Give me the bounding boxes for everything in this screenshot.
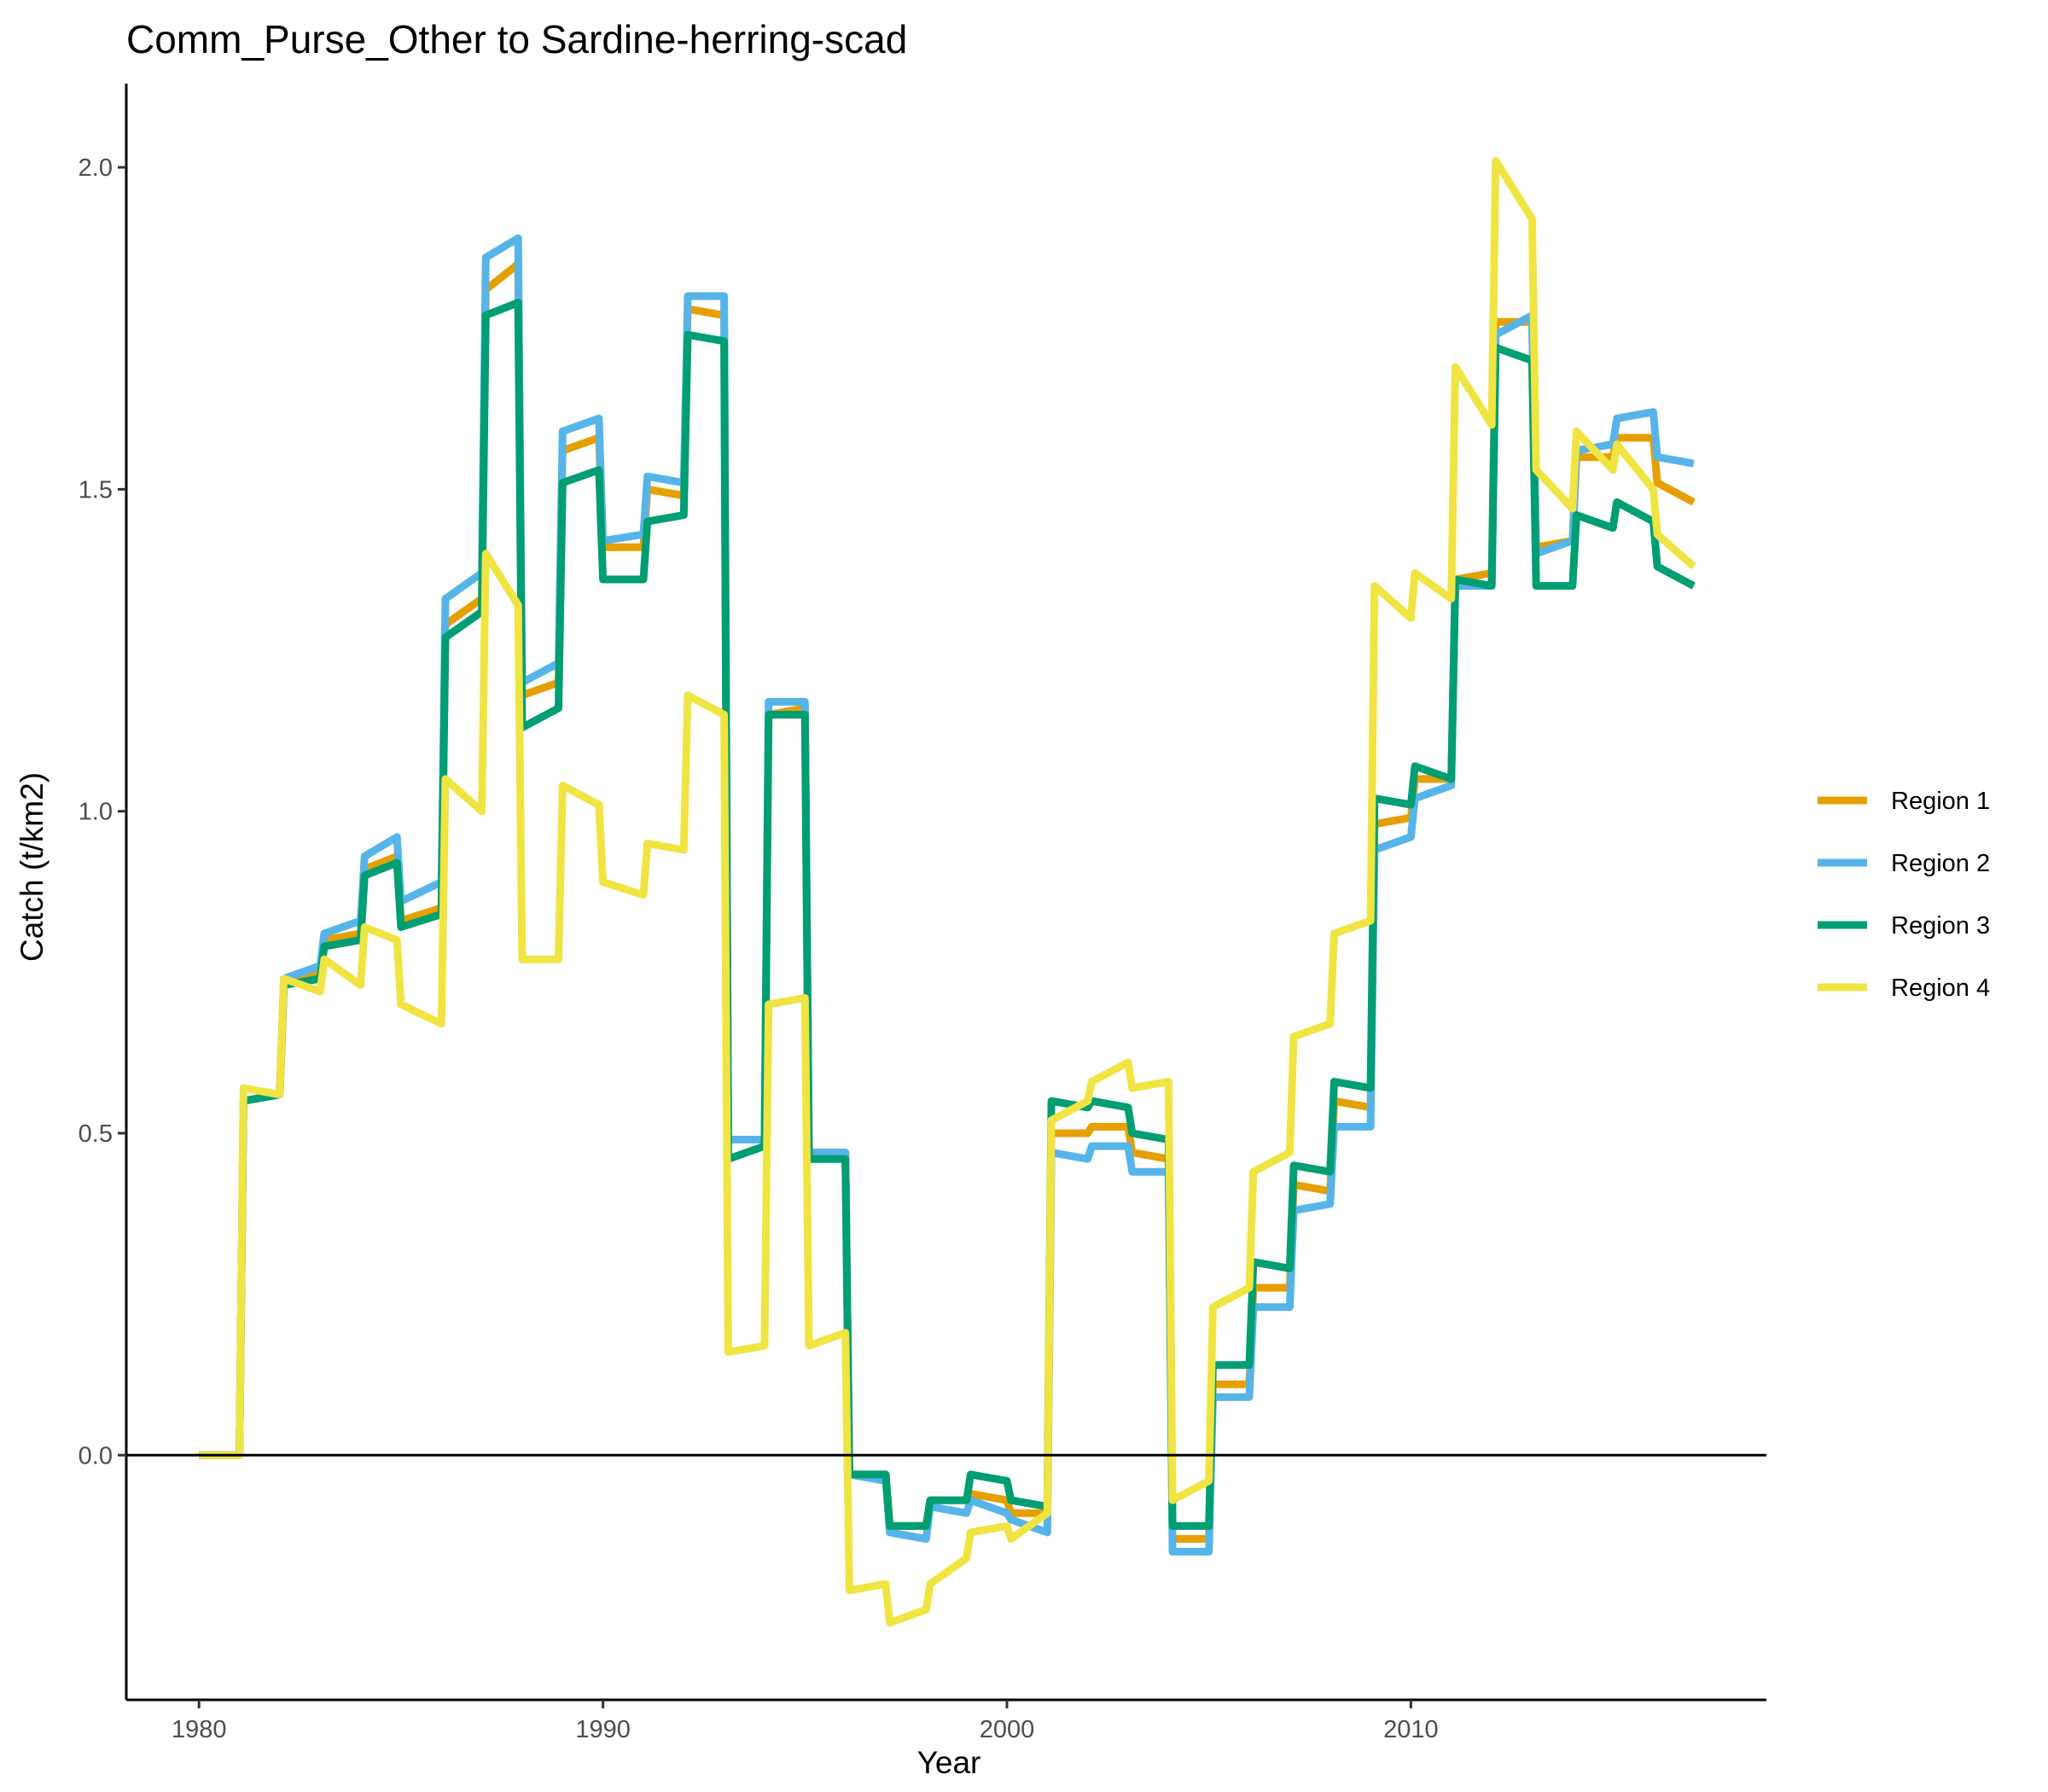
x-tick-label: 1990 [575, 1716, 631, 1743]
legend: Region 1 Region 2 Region 3 Region 4 [1818, 788, 1990, 1002]
legend-label-region-2: Region 2 [1891, 850, 1990, 877]
series-line-region-3 [199, 299, 1696, 1530]
y-tick-label: 0.5 [79, 1120, 113, 1148]
x-axis-ticks: 1980 1990 2000 2010 [172, 1700, 1439, 1743]
legend-label-region-3: Region 3 [1891, 912, 1990, 940]
series-line-region-1 [199, 259, 1696, 1543]
y-axis-ticks: 0.0 0.5 1.0 1.5 2.0 [79, 154, 126, 1469]
x-tick-label: 2000 [980, 1716, 1035, 1743]
y-tick-label: 1.0 [79, 799, 113, 826]
chart-title: Comm_Purse_Other to Sardine-herring-scad [126, 17, 907, 61]
y-tick-label: 1.5 [79, 476, 113, 503]
y-axis-title: Catch (t/km2) [15, 772, 49, 962]
x-tick-label: 1980 [172, 1716, 227, 1743]
legend-label-region-1: Region 1 [1891, 788, 1990, 815]
y-tick-label: 0.0 [79, 1442, 113, 1469]
series-layer [199, 157, 1696, 1626]
x-tick-label: 2010 [1383, 1716, 1439, 1743]
x-axis-title: Year [917, 1745, 981, 1780]
legend-label-region-4: Region 4 [1891, 975, 1990, 1002]
y-tick-label: 2.0 [79, 154, 113, 182]
series-line-region-2 [199, 234, 1695, 1556]
series-line-region-4 [199, 157, 1696, 1626]
